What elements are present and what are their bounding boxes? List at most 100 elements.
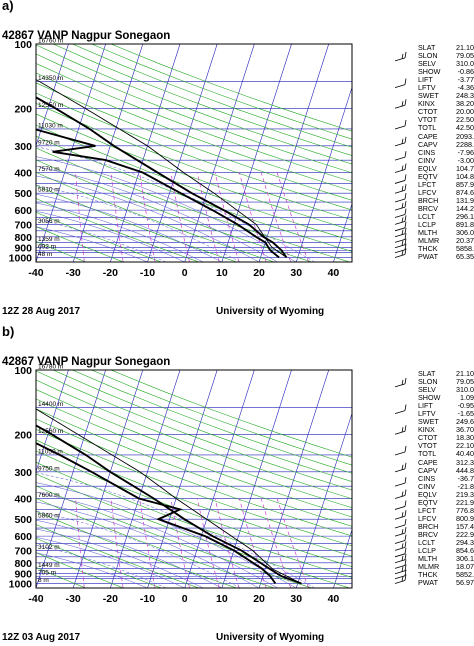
dry-adiabat xyxy=(36,159,313,262)
index-key: TOTL xyxy=(418,123,437,133)
wind-barb-flag xyxy=(404,174,407,181)
dry-adiabat xyxy=(91,370,352,466)
wind-barb xyxy=(394,104,406,109)
wind-barb-flag xyxy=(404,425,407,432)
height-label: 7570 m xyxy=(38,166,60,173)
index-value: 5852. xyxy=(456,570,474,580)
dewpoint-profile xyxy=(36,442,277,585)
index-value: 2288. xyxy=(456,139,474,149)
mixing-ratio-line xyxy=(214,172,240,262)
temperature-tick-label: 20 xyxy=(253,267,265,279)
index-row-vtot: VTOT 22.10 xyxy=(418,442,474,450)
wind-barb-flag xyxy=(401,138,404,144)
wind-barb-flag xyxy=(401,229,404,235)
credit-label: University of Wyoming xyxy=(216,306,325,317)
index-key: BRCV xyxy=(418,203,438,213)
dry-adiabat xyxy=(36,552,124,588)
index-key: CAPV xyxy=(418,139,438,149)
moist-adiabat xyxy=(36,544,167,588)
index-row-selv: SELV 310.0 xyxy=(418,386,474,394)
wind-barb-flag xyxy=(404,163,407,170)
pressure-tick-label: 400 xyxy=(14,168,32,180)
dry-adiabat xyxy=(36,124,352,241)
wind-barb xyxy=(394,570,406,575)
index-key: EQTV xyxy=(418,171,438,181)
index-value: 5858. xyxy=(456,244,474,254)
wind-barb-flag xyxy=(404,208,407,215)
wind-barb xyxy=(394,249,406,254)
wind-barb xyxy=(394,198,406,203)
index-value: 310.0 xyxy=(456,59,474,69)
wind-barb-flag xyxy=(401,529,404,535)
wind-barb-flag xyxy=(404,534,407,541)
height-label: 705 m xyxy=(38,570,56,577)
mixing-ratio-line xyxy=(239,498,267,588)
wind-barb xyxy=(394,254,406,258)
height-label: 48 m xyxy=(38,251,52,258)
index-key: VTOT xyxy=(418,441,438,451)
index-row-kinx: KINX 36.70 xyxy=(418,426,474,434)
height-label: 16780 m xyxy=(38,364,63,371)
index-key: LFCT xyxy=(418,505,436,515)
wind-barb xyxy=(394,540,406,544)
mixing-ratio-line xyxy=(75,172,85,262)
moist-adiabat xyxy=(36,184,241,262)
wind-barb-flag xyxy=(404,518,407,526)
isotherm-line xyxy=(72,44,144,262)
dry-adiabat xyxy=(36,241,87,262)
index-key: SWET xyxy=(418,417,439,427)
wind-barb-flag xyxy=(404,221,407,228)
index-key: BRCH xyxy=(418,195,439,205)
wind-barb-flag xyxy=(404,99,407,106)
wind-barb xyxy=(394,214,406,218)
index-row-brcv: BRCV 144.2 xyxy=(418,203,474,213)
mixing-ratio-line xyxy=(214,498,240,588)
index-value: 38.20 xyxy=(456,99,474,109)
index-value: 857.9 xyxy=(456,179,474,189)
dry-adiabat xyxy=(36,72,352,192)
index-row-lift: LIFT -3.77 xyxy=(418,76,474,84)
index-key: MLTH xyxy=(418,554,438,564)
wind-barb xyxy=(394,559,406,564)
wind-barb-flag xyxy=(401,240,404,246)
credit-label: University of Wyoming xyxy=(216,632,325,643)
index-value: 18.07 xyxy=(456,562,474,572)
index-row-totl: TOTL 42.50 xyxy=(418,124,474,132)
temperature-tick-label: -10 xyxy=(140,267,155,279)
dry-adiabat xyxy=(36,198,200,262)
wind-barb-flag xyxy=(404,547,407,554)
index-row-slat: SLAT 21.10 xyxy=(418,369,474,378)
index-value: -3.77 xyxy=(457,75,474,85)
temperature-profile xyxy=(36,424,302,585)
wind-barb-flag xyxy=(401,427,404,433)
dry-adiabat xyxy=(36,389,352,509)
plot-area xyxy=(36,44,352,262)
index-row-vtot: VTOT 22.50 xyxy=(418,116,474,124)
wind-barb-flag xyxy=(404,477,407,484)
isotherm-line xyxy=(258,44,329,262)
dry-adiabat xyxy=(36,184,237,262)
index-key: KINX xyxy=(418,99,435,109)
index-value: 18.30 xyxy=(456,433,474,443)
temperature-tick-label: -30 xyxy=(66,267,81,279)
wind-barb xyxy=(394,189,406,194)
temperature-tick-label: 40 xyxy=(328,267,340,279)
index-row-eqtv: EQTV 221.9 xyxy=(418,498,474,507)
wind-barb-flag xyxy=(404,184,407,191)
temperature-tick-label: 30 xyxy=(290,267,302,279)
dry-adiabat xyxy=(36,439,352,557)
dry-adiabat xyxy=(36,226,124,262)
index-value: 312.3 xyxy=(456,457,474,467)
index-row-brcv: BRCV 222.9 xyxy=(418,530,474,539)
wind-barb-flag xyxy=(404,51,407,58)
height-label: 9720 m xyxy=(38,139,60,146)
wind-barb-flag xyxy=(401,186,404,192)
dry-adiabat xyxy=(36,524,200,588)
temperature-tick-label: 0 xyxy=(182,267,188,279)
wind-barb xyxy=(394,575,406,580)
index-row-kinx: KINX 38.20 xyxy=(418,100,474,108)
wind-barb-flag xyxy=(404,564,407,571)
pressure-tick-label: 200 xyxy=(14,103,32,115)
moist-adiabat xyxy=(36,210,185,262)
wind-barb xyxy=(394,383,406,388)
